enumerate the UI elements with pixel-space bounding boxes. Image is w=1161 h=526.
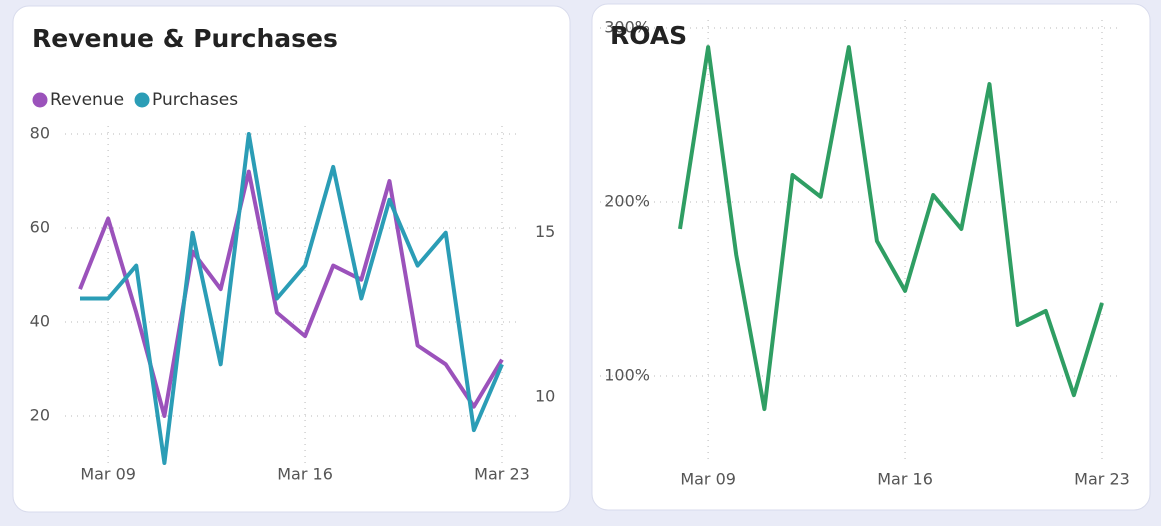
y-tick-label: 300%	[604, 18, 650, 37]
card	[12, 5, 571, 513]
legend-marker	[32, 92, 48, 108]
y-tick-label: 80	[30, 124, 50, 143]
x-tick-label: Mar 23	[474, 465, 530, 484]
y-tick-label: 60	[30, 218, 50, 237]
chart-title: ROAS	[610, 21, 687, 50]
card	[591, 3, 1151, 511]
y-tick-label: 40	[30, 312, 50, 331]
legend-marker	[134, 92, 150, 108]
y-tick-label: 20	[30, 406, 50, 425]
x-tick-label: Mar 09	[680, 470, 736, 489]
legend-label: Revenue	[50, 90, 124, 110]
x-tick-label: Mar 16	[877, 470, 933, 489]
chart-title: Revenue & Purchases	[32, 24, 338, 53]
legend-label: Purchases	[152, 90, 238, 110]
x-tick-label: Mar 09	[80, 465, 136, 484]
series-line	[80, 132, 504, 465]
y2-tick-label: 10	[535, 387, 555, 406]
series-line	[678, 45, 1104, 412]
y2-tick-label: 15	[535, 222, 555, 241]
y-tick-label: 200%	[604, 192, 650, 211]
y-tick-label: 100%	[604, 366, 650, 385]
x-tick-label: Mar 16	[277, 465, 333, 484]
x-tick-label: Mar 23	[1074, 470, 1130, 489]
